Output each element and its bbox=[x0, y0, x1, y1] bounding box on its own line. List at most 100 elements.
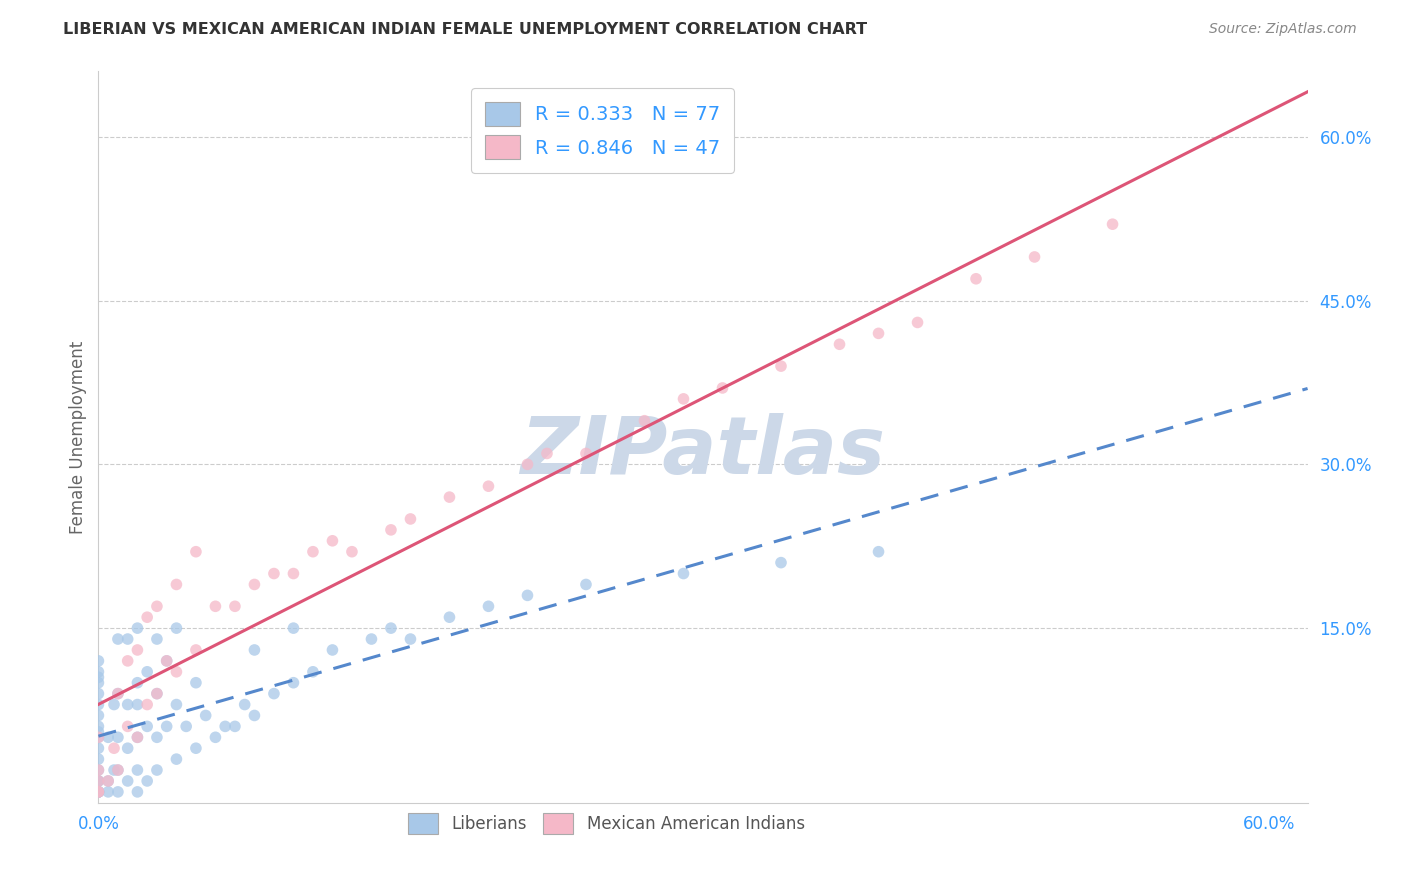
Point bbox=[87, 763, 110, 777]
Point bbox=[117, 632, 139, 646]
Point bbox=[127, 621, 149, 635]
Point bbox=[711, 381, 734, 395]
Point bbox=[87, 785, 110, 799]
Point bbox=[769, 556, 792, 570]
Point bbox=[87, 698, 110, 712]
Point bbox=[204, 599, 226, 614]
Point bbox=[536, 446, 558, 460]
Point bbox=[136, 698, 159, 712]
Point bbox=[87, 785, 110, 799]
Point bbox=[184, 675, 207, 690]
Point bbox=[107, 687, 129, 701]
Point bbox=[477, 479, 499, 493]
Point bbox=[321, 643, 343, 657]
Point bbox=[146, 687, 169, 701]
Point bbox=[97, 731, 120, 745]
Point bbox=[769, 359, 792, 373]
Point bbox=[263, 687, 285, 701]
Point bbox=[136, 665, 159, 679]
Point bbox=[127, 731, 149, 745]
Point bbox=[233, 698, 256, 712]
Point bbox=[87, 774, 110, 789]
Point bbox=[156, 654, 179, 668]
Point bbox=[165, 752, 187, 766]
Point bbox=[224, 599, 246, 614]
Point bbox=[165, 698, 187, 712]
Point bbox=[1024, 250, 1046, 264]
Point bbox=[399, 512, 422, 526]
Point bbox=[127, 763, 149, 777]
Point bbox=[103, 763, 125, 777]
Point bbox=[204, 731, 226, 745]
Point bbox=[117, 741, 139, 756]
Point bbox=[165, 621, 187, 635]
Point bbox=[87, 731, 110, 745]
Point bbox=[165, 665, 187, 679]
Legend: Liberians, Mexican American Indians: Liberians, Mexican American Indians bbox=[399, 805, 813, 842]
Point bbox=[107, 763, 129, 777]
Point bbox=[87, 774, 110, 789]
Point bbox=[87, 654, 110, 668]
Point bbox=[146, 687, 169, 701]
Point bbox=[117, 719, 139, 733]
Point bbox=[1101, 217, 1123, 231]
Point bbox=[868, 326, 890, 341]
Point bbox=[156, 654, 179, 668]
Point bbox=[117, 698, 139, 712]
Point bbox=[146, 599, 169, 614]
Point bbox=[214, 719, 236, 733]
Point bbox=[117, 654, 139, 668]
Point bbox=[97, 785, 120, 799]
Point bbox=[174, 719, 197, 733]
Point bbox=[127, 675, 149, 690]
Point bbox=[672, 392, 695, 406]
Point bbox=[87, 785, 110, 799]
Y-axis label: Female Unemployment: Female Unemployment bbox=[69, 341, 87, 533]
Point bbox=[283, 566, 305, 581]
Point bbox=[107, 763, 129, 777]
Point bbox=[87, 731, 110, 745]
Point bbox=[127, 698, 149, 712]
Point bbox=[302, 545, 325, 559]
Point bbox=[477, 599, 499, 614]
Point bbox=[107, 687, 129, 701]
Point bbox=[302, 665, 325, 679]
Point bbox=[243, 577, 266, 591]
Point bbox=[87, 752, 110, 766]
Point bbox=[399, 632, 422, 646]
Point bbox=[263, 566, 285, 581]
Point bbox=[907, 315, 929, 329]
Point bbox=[87, 675, 110, 690]
Point bbox=[107, 731, 129, 745]
Point bbox=[516, 588, 538, 602]
Text: LIBERIAN VS MEXICAN AMERICAN INDIAN FEMALE UNEMPLOYMENT CORRELATION CHART: LIBERIAN VS MEXICAN AMERICAN INDIAN FEMA… bbox=[63, 22, 868, 37]
Point bbox=[136, 610, 159, 624]
Point bbox=[87, 785, 110, 799]
Point bbox=[107, 785, 129, 799]
Point bbox=[87, 719, 110, 733]
Point bbox=[107, 632, 129, 646]
Point bbox=[243, 643, 266, 657]
Point bbox=[165, 577, 187, 591]
Point bbox=[103, 698, 125, 712]
Point bbox=[380, 523, 402, 537]
Point bbox=[828, 337, 851, 351]
Point bbox=[136, 774, 159, 789]
Point bbox=[97, 774, 120, 789]
Point bbox=[575, 446, 598, 460]
Point bbox=[184, 545, 207, 559]
Point bbox=[439, 490, 461, 504]
Point bbox=[87, 708, 110, 723]
Point bbox=[127, 731, 149, 745]
Point bbox=[194, 708, 217, 723]
Point bbox=[146, 731, 169, 745]
Point bbox=[224, 719, 246, 733]
Point bbox=[87, 687, 110, 701]
Point bbox=[321, 533, 343, 548]
Point bbox=[127, 643, 149, 657]
Point bbox=[243, 708, 266, 723]
Point bbox=[87, 785, 110, 799]
Point bbox=[672, 566, 695, 581]
Point bbox=[87, 774, 110, 789]
Point bbox=[87, 763, 110, 777]
